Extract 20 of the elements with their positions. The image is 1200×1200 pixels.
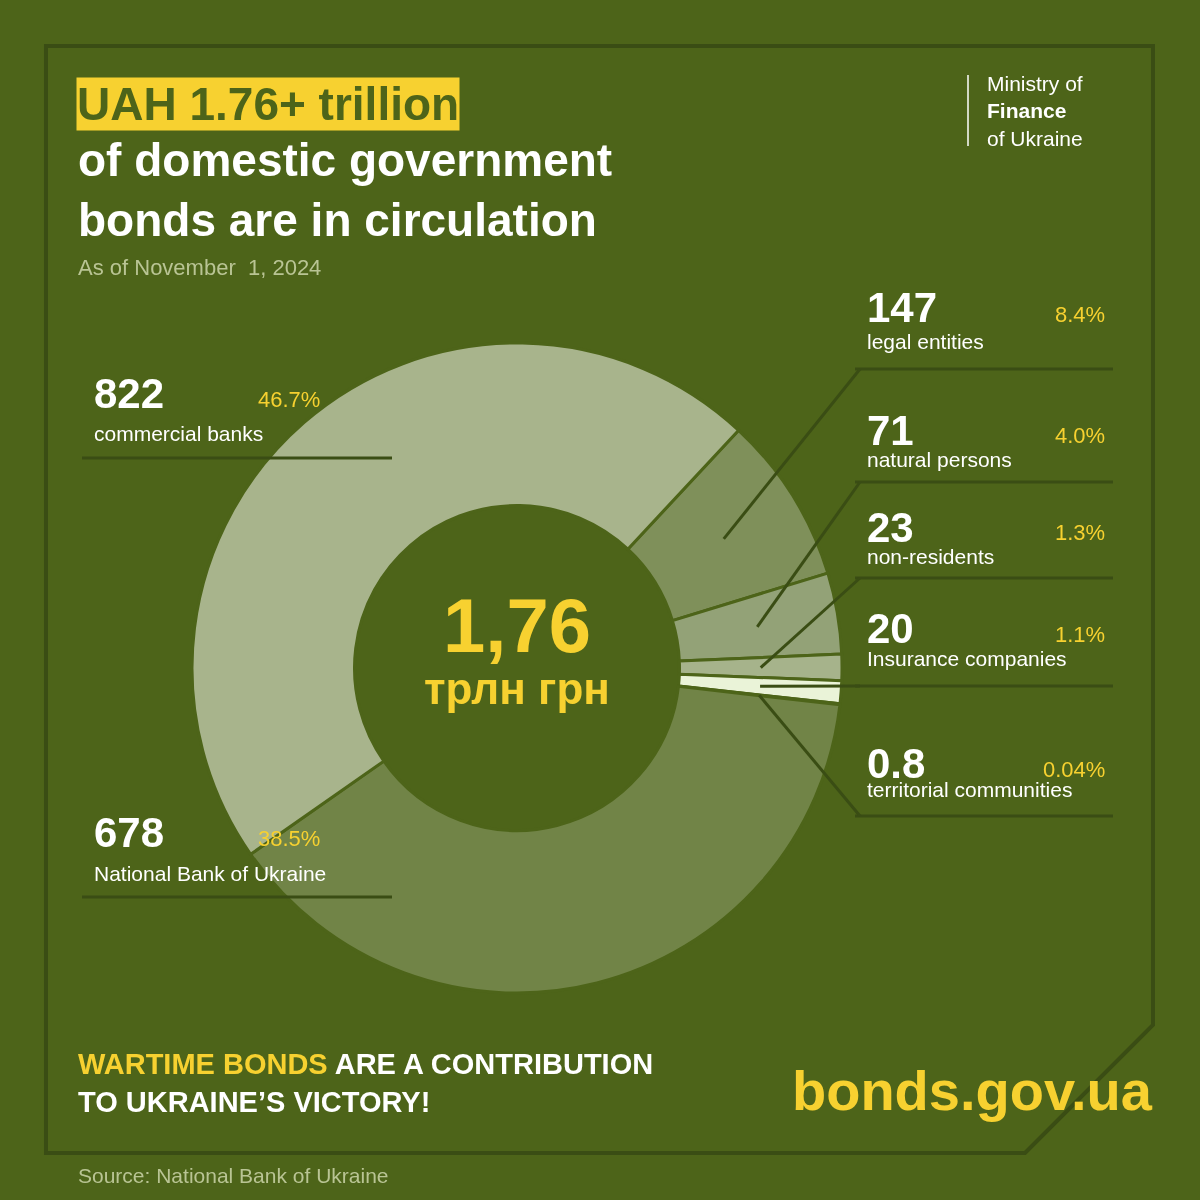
text: 1,76 трлн грн <box>424 583 610 713</box>
text: 8.4% <box>1055 302 1106 327</box>
data-label: 822 <box>94 370 165 417</box>
data-label: 147 <box>867 284 938 331</box>
text: 46.7% <box>258 387 321 412</box>
text: 1.3% <box>1055 520 1106 545</box>
chart-subtitle: As of November 1, 2024 <box>78 255 322 280</box>
slice-label: commercial banks <box>94 422 264 445</box>
text: 4.0% <box>1055 423 1106 448</box>
text: WARTIME BONDS <box>78 1048 328 1080</box>
slice-label: legal entities <box>867 330 984 353</box>
text: bonds.gov.ua <box>792 1059 1153 1122</box>
text: 1.1% <box>1055 622 1106 647</box>
chart-title: UAH 1.76+ trillion of domestic government bonds are in circulation <box>77 78 613 246</box>
slice-label: National Bank of Ukraine <box>94 862 327 885</box>
text: 38.5% <box>258 826 321 851</box>
text: 0.04% <box>1043 757 1106 782</box>
data-label: 678 <box>94 809 165 856</box>
text: Ministry of Finance of Ukraine <box>987 72 1083 150</box>
source-note: Source: National Bank of Ukraine <box>78 1164 389 1187</box>
